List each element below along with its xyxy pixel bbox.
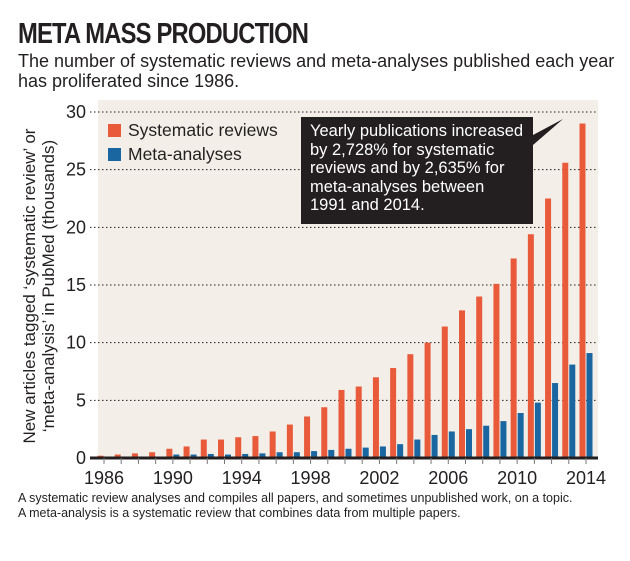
legend: Systematic reviews Meta-analyses (108, 118, 278, 166)
x-tick-label: 1986 (84, 468, 124, 488)
footnote-line-2: A meta-analysis is a systematic review t… (18, 506, 461, 520)
y-tick-label: 30 (66, 102, 86, 122)
legend-item-systematic: Systematic reviews (108, 118, 278, 142)
y-tick-label: 10 (66, 333, 86, 353)
bar-systematic-2012 (545, 198, 552, 458)
bar-meta-1991 (190, 454, 197, 458)
bar-systematic-2008 (476, 296, 483, 458)
bar-meta-2002 (379, 446, 386, 458)
bar-meta-1997 (293, 452, 300, 458)
x-tick-label: 1998 (291, 468, 331, 488)
bar-systematic-1995 (252, 436, 259, 458)
bar-meta-1999 (328, 449, 335, 458)
chart-subtitle: The number of systematic reviews and met… (18, 51, 615, 91)
bar-systematic-1992 (200, 439, 207, 458)
bar-meta-2011 (534, 402, 541, 458)
bar-systematic-2003 (390, 368, 397, 458)
legend-item-meta: Meta-analyses (108, 142, 278, 166)
x-axis (90, 456, 598, 464)
bar-meta-2007 (466, 429, 472, 458)
bar-meta-2009 (500, 421, 507, 458)
y-tick-label: 0 (76, 448, 86, 468)
bar-systematic-2011 (527, 234, 534, 458)
bar-meta-1995 (259, 453, 266, 458)
gridlines (90, 111, 598, 401)
bar-systematic-1994 (235, 437, 242, 458)
bar-meta-2014 (586, 353, 593, 458)
footnote: A systematic review analyses and compile… (18, 491, 628, 521)
bar-systematic-2001 (355, 386, 362, 458)
bar-systematic-2013 (562, 162, 569, 458)
bar-meta-2003 (397, 444, 404, 458)
bar-meta-1996 (276, 452, 283, 458)
bar-systematic-1987 (114, 454, 121, 458)
y-tick-labels: 0 5 10 15 20 25 30 (66, 102, 86, 468)
bar-systematic-1989 (149, 452, 156, 458)
y-tick-label: 15 (66, 275, 86, 295)
x-tick-label: 2014 (566, 468, 606, 488)
x-tick-label: 1994 (222, 468, 262, 488)
bar-systematic-2014 (579, 123, 586, 459)
bar-meta-1998 (311, 451, 318, 458)
bar-systematic-1998 (304, 416, 311, 458)
legend-swatch-meta (108, 147, 121, 161)
bar-systematic-1993 (218, 439, 224, 458)
bar-systematic-2005 (424, 342, 431, 458)
bar-systematic-1999 (321, 407, 328, 458)
bar-systematic-1991 (183, 446, 190, 458)
bar-systematic-2009 (493, 283, 500, 458)
bar-meta-1990 (173, 454, 180, 458)
legend-swatch-systematic (108, 123, 121, 137)
legend-label-meta: Meta-analyses (128, 144, 242, 164)
bar-systematic-1996 (269, 431, 276, 458)
footnote-line-1: A systematic review analyses and compile… (18, 491, 573, 505)
bar-meta-2005 (431, 434, 438, 458)
bar-meta-1994 (242, 453, 249, 458)
x-tick-label: 1990 (153, 468, 193, 488)
bar-meta-2013 (569, 364, 576, 458)
bar-systematic-1990 (166, 448, 173, 458)
x-tick-label: 2006 (428, 468, 468, 488)
bar-meta-1992 (207, 453, 214, 458)
bar-meta-2004 (414, 439, 421, 458)
bar-systematic-1988 (131, 453, 138, 458)
legend-label-systematic: Systematic reviews (128, 120, 278, 140)
bar-meta-2000 (345, 448, 352, 458)
bar-systematic-2006 (441, 326, 448, 458)
y-tick-label: 25 (66, 160, 86, 180)
bar-systematic-2004 (407, 354, 414, 458)
chart-title: META MASS PRODUCTION (18, 18, 309, 50)
bar-meta-2001 (362, 447, 369, 458)
x-tick-label: 2010 (497, 468, 537, 488)
bar-systematic-2007 (459, 310, 465, 458)
y-tick-label: 5 (76, 390, 86, 410)
bars (97, 123, 593, 459)
x-tick-labels: 1986 1990 1994 1998 2002 2006 2010 2014 (84, 468, 606, 488)
bar-meta-1993 (225, 454, 231, 458)
bar-systematic-1997 (286, 424, 293, 458)
bar-systematic-2000 (338, 389, 345, 458)
bar-meta-2010 (517, 413, 524, 458)
y-axis-label: New articles tagged ‘systematic review’ … (20, 128, 58, 444)
bar-meta-2012 (552, 383, 559, 458)
annotation-callout: Yearly publications increased by 2,728% … (301, 117, 533, 224)
bar-meta-2008 (483, 425, 490, 458)
bar-systematic-2010 (510, 258, 517, 458)
bar-meta-2006 (448, 431, 455, 458)
y-tick-label: 20 (66, 217, 86, 237)
bar-systematic-2002 (372, 377, 379, 458)
x-tick-label: 2002 (359, 468, 399, 488)
